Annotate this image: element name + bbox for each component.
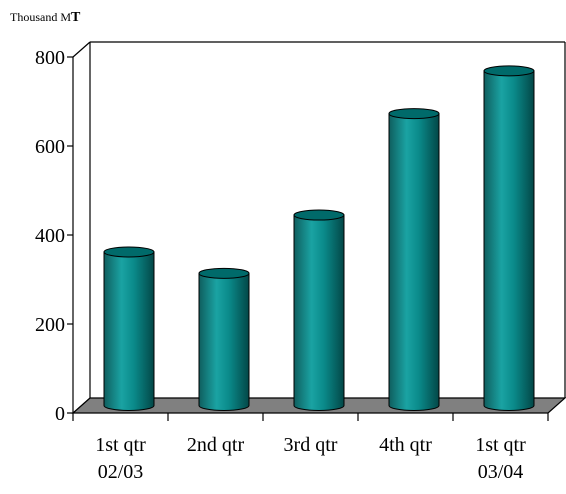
bar-top <box>483 65 535 77</box>
bar-top <box>103 246 155 258</box>
bar-0 <box>103 246 155 411</box>
bar-top <box>293 209 345 221</box>
x-tick-label: 2nd qtr <box>187 434 245 456</box>
bar-body <box>198 272 250 411</box>
x-tick-label: 1st qtr 03/04 <box>475 434 526 483</box>
bar-2 <box>293 209 345 411</box>
x-tick-label: 1st qtr 02/03 <box>95 434 146 483</box>
bar-4 <box>483 65 535 411</box>
x-tick-label: 4th qtr <box>379 434 432 456</box>
y-tick-depth-line <box>72 397 91 414</box>
x-tick-label: 3rd qtr <box>284 434 338 456</box>
x-axis-ticks: 1st qtr 02/03 2nd qtr 3rd qtr 4th qtr 1st qtr… <box>72 413 549 483</box>
y-tick-label: 800 <box>35 47 65 69</box>
bar-top <box>198 267 250 279</box>
side-wall-top-edge <box>72 41 91 58</box>
y-tick-label: 0 <box>55 403 65 425</box>
bar-body <box>103 251 155 411</box>
y-tick-label: 600 <box>35 136 65 158</box>
bars <box>103 65 535 411</box>
y-tick-label: 400 <box>35 225 65 247</box>
bar-1 <box>198 267 250 411</box>
y-axis-ticks: 0 200 400 600 800 <box>35 47 91 425</box>
bar-3 <box>388 108 440 411</box>
y-axis-label: Thousand MT <box>10 10 81 25</box>
bar-body <box>483 70 535 411</box>
bar-body <box>388 113 440 411</box>
bar-body <box>293 214 345 411</box>
bar-top <box>388 108 440 120</box>
y-tick-label: 200 <box>35 314 65 336</box>
